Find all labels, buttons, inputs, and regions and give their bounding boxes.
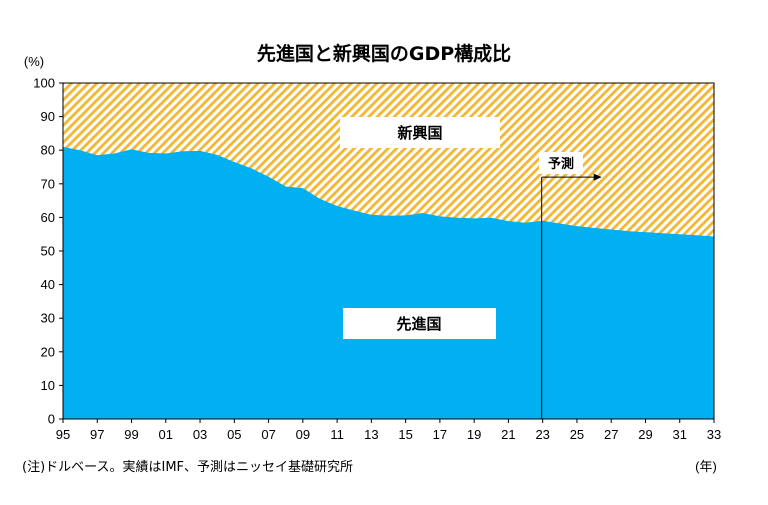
y-tick-label: 40: [41, 277, 55, 292]
advanced-label-box: 先進国: [343, 308, 496, 339]
y-tick-label: 50: [41, 244, 55, 259]
y-tick-label: 30: [41, 311, 55, 326]
chart-title: 先進国と新興国のGDP構成比: [257, 42, 511, 65]
emerging-label-box: 新興国: [340, 117, 500, 148]
y-axis-unit-label: (%): [24, 54, 44, 69]
chart-note: (注)ドルベース。実績はIMF、予測はニッセイ基礎研究所: [22, 459, 353, 475]
y-tick-label: 80: [41, 143, 55, 158]
x-tick-label: 09: [296, 427, 310, 442]
emerging-label: 新興国: [397, 124, 442, 142]
y-tick-label: 90: [41, 109, 55, 124]
y-tick-label: 60: [41, 210, 55, 225]
x-tick-label: 23: [535, 427, 549, 442]
forecast-marker: 予測: [539, 152, 602, 419]
x-tick-label: 25: [570, 427, 584, 442]
x-tick-label: 03: [193, 427, 207, 442]
x-axis-unit-label: (年): [695, 459, 717, 474]
x-tick-label: 21: [501, 427, 515, 442]
x-axis: 95 97 99 01 03 05 07 09 11 13 15 17 19 21 23 25 27 29 31 33: [56, 419, 721, 442]
x-tick-label: 99: [124, 427, 138, 442]
y-axis: 0 10 20 30 40 50 60 70 80 90 100: [33, 76, 63, 427]
advanced-label: 先進国: [396, 315, 441, 333]
y-tick-label: 10: [41, 378, 55, 393]
y-tick-label: 70: [41, 176, 55, 191]
forecast-label: 予測: [548, 156, 574, 172]
advanced-area: [63, 146, 714, 419]
x-tick-label: 29: [638, 427, 652, 442]
x-tick-label: 95: [56, 427, 70, 442]
y-tick-label: 100: [33, 76, 55, 91]
y-tick-label: 0: [48, 412, 55, 427]
y-tick-label: 20: [41, 344, 55, 359]
x-tick-label: 31: [673, 427, 687, 442]
x-tick-label: 15: [398, 427, 412, 442]
x-tick-label: 19: [467, 427, 481, 442]
x-tick-label: 17: [433, 427, 447, 442]
x-tick-label: 33: [707, 427, 721, 442]
x-tick-label: 97: [90, 427, 104, 442]
x-tick-label: 05: [227, 427, 241, 442]
x-tick-label: 01: [159, 427, 173, 442]
x-tick-label: 07: [261, 427, 275, 442]
forecast-arrowhead: [593, 173, 602, 181]
x-tick-label: 27: [604, 427, 618, 442]
x-tick-label: 13: [364, 427, 378, 442]
x-tick-label: 11: [330, 427, 344, 442]
